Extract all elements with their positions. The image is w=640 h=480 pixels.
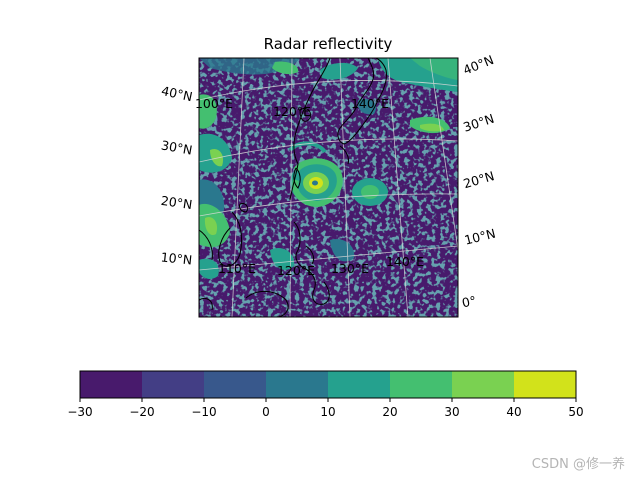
colorbar-segment bbox=[142, 371, 205, 398]
colorbar-segment bbox=[266, 371, 329, 398]
lon-label-110e: 110°E bbox=[218, 261, 256, 276]
lon-label-120e-bottom: 120°E bbox=[277, 263, 315, 278]
lat-label-left-10n: 10°N bbox=[160, 249, 193, 267]
lon-label-130e: 130°E bbox=[331, 261, 369, 276]
colorbar-tick-label: 10 bbox=[320, 405, 335, 419]
map-frame bbox=[198, 57, 459, 318]
gridlines bbox=[199, 58, 458, 317]
lat-label-right-10n: 10°N bbox=[463, 226, 497, 248]
colorbar-segment bbox=[452, 371, 515, 398]
colorbar-segment bbox=[80, 371, 143, 398]
lat-label-left-40n: 40°N bbox=[160, 83, 194, 104]
colorbar-tick-label: 30 bbox=[444, 405, 459, 419]
lon-label-140e-bottom: 140°E bbox=[386, 254, 424, 269]
lon-label-100e: 100°E bbox=[195, 96, 233, 111]
lon-labels-top: 100°E 120°E 140°E bbox=[195, 96, 389, 119]
colorbar-tick-label: −10 bbox=[191, 405, 216, 419]
colorbar-segment bbox=[514, 371, 577, 398]
lat-label-right-40n: 40°N bbox=[461, 52, 496, 78]
lon-label-120e: 120°E bbox=[273, 104, 311, 119]
colorbar-tick-label: 50 bbox=[568, 405, 583, 419]
colorbar-tick-label: −30 bbox=[67, 405, 92, 419]
lat-label-left-20n: 20°N bbox=[160, 193, 193, 212]
colorbar-segment bbox=[390, 371, 453, 398]
chart-title: Radar reflectivity bbox=[264, 35, 393, 53]
typhoon bbox=[288, 141, 343, 208]
colorbar-segment bbox=[204, 371, 267, 398]
lat-label-right-20n: 20°N bbox=[462, 168, 496, 191]
colorbar-tick-label: 40 bbox=[506, 405, 521, 419]
lat-label-right-0: 0° bbox=[461, 293, 478, 311]
lon-labels-bottom: 110°E 120°E 130°E 140°E bbox=[218, 254, 424, 278]
colorbar-tick-label: 20 bbox=[382, 405, 397, 419]
colorbar-tick-label: −20 bbox=[129, 405, 154, 419]
colorbar: −30 −20 −10 0 10 20 30 40 50 bbox=[67, 370, 584, 419]
lon-label-140e: 140°E bbox=[351, 96, 389, 111]
lat-label-right-30n: 30°N bbox=[461, 111, 496, 135]
lat-labels-right: 40°N 30°N 20°N 10°N 0° bbox=[461, 52, 497, 310]
lat-labels-left: 40°N 30°N 20°N 10°N bbox=[160, 83, 194, 268]
colorbar-tick-label: 0 bbox=[262, 405, 270, 419]
coastlines bbox=[199, 58, 387, 317]
lat-label-left-30n: 30°N bbox=[160, 137, 194, 157]
colorbar-segment bbox=[328, 371, 391, 398]
watermark: CSDN @修一养 bbox=[532, 456, 625, 472]
map-panel bbox=[199, 58, 458, 317]
